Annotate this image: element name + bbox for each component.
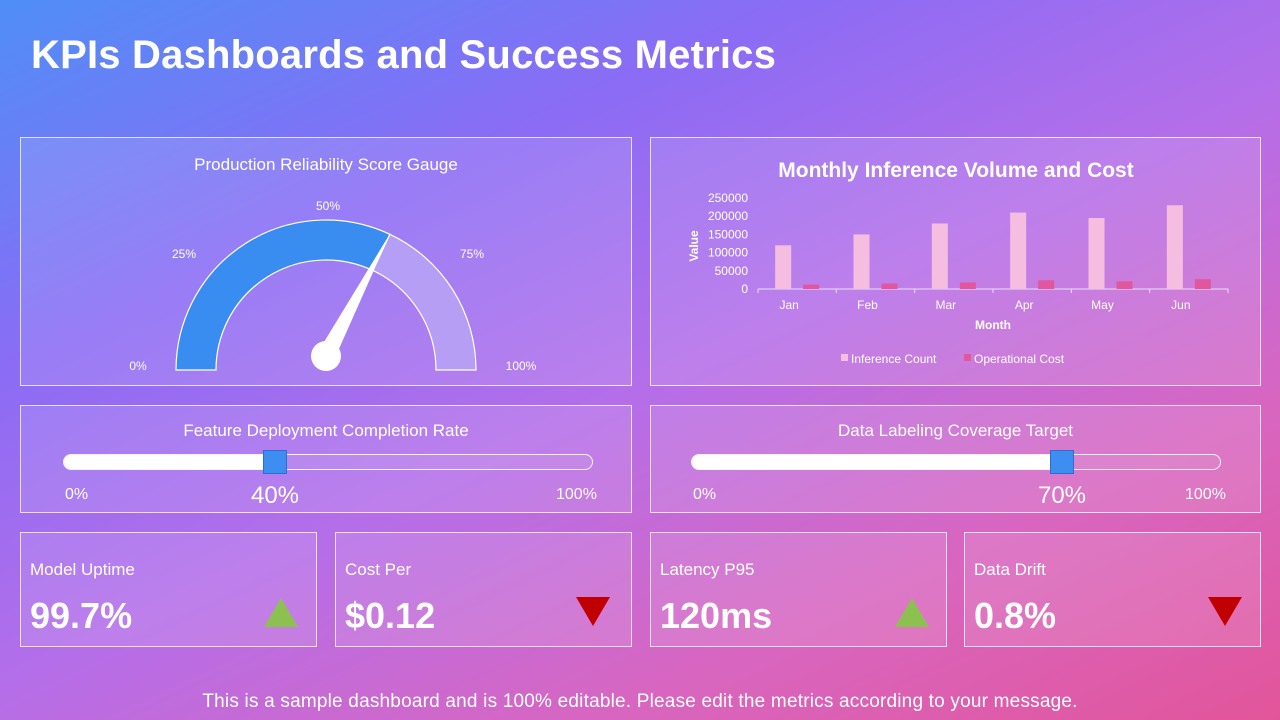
kpi-card-cost-per: Cost Per $0.12 [335,532,632,647]
deployment-completion-panel: Feature Deployment Completion Rate 0% 10… [20,405,632,513]
gauge-needle-hub [311,341,341,371]
legend-swatch [841,354,848,361]
kpi-card-latency-p95: Latency P95 120ms [650,532,947,647]
gauge-remaining-arc [372,233,477,371]
bar-inference-count-feb [853,234,870,289]
gauge-label-50: 50% [316,199,340,213]
kpi-value: $0.12 [345,595,436,636]
bar-operational-cost-jun [1194,279,1211,289]
kpi-label: Data Drift [974,560,1046,579]
gauge-label-0: 0% [129,359,147,373]
chart-legend: Inference Count Operational Cost [841,352,1065,366]
progress-track [691,454,1221,470]
gauge-filled-arc [175,219,391,371]
gauge-label-75: 75% [460,247,484,261]
labeling-coverage-panel: Data Labeling Coverage Target 0% 100% 70… [650,405,1261,513]
bar-operational-cost-may [1116,281,1133,289]
footer-note: This is a sample dashboard and is 100% e… [202,691,1078,712]
legend-label: Inference Count [851,352,937,366]
page-title: KPIs Dashboards and Success Metrics [31,33,777,77]
kpi-label: Latency P95 [660,560,755,579]
legend-label: Operational Cost [974,352,1065,366]
y-tick-label: 100000 [708,246,748,260]
y-tick-label: 0 [741,282,748,296]
slider-min-label: 0% [65,486,89,503]
reliability-gauge-panel: Production Reliability Score Gauge 0% 25… [20,137,632,386]
kpi-value: 0.8% [974,595,1057,636]
trend-down-icon [1208,597,1242,626]
slider-title: Data Labeling Coverage Target [837,421,1073,440]
slider-min-label: 0% [693,486,717,503]
x-tick-label: Jan [779,298,798,312]
x-tick-label: Apr [1015,298,1034,312]
y-tick-label: 200000 [708,209,748,223]
bar-operational-cost-mar [959,282,976,289]
progress-fill [692,455,1063,469]
x-axis-title: Month [975,318,1011,332]
bar-inference-count-mar [931,223,948,289]
inference-chart-panel: Monthly Inference Volume and Cost 250000… [650,137,1261,386]
bar-inference-count-may [1088,218,1105,289]
x-tick-label: Mar [935,298,956,312]
slider-max-label: 100% [1185,486,1226,503]
y-tick-label: 250000 [708,191,748,205]
gauge-title: Production Reliability Score Gauge [194,155,458,174]
gauge-chart: 0% 25% 50% 75% 100% [129,199,537,373]
bar-operational-cost-feb [881,283,898,289]
progress-track [63,454,593,470]
y-tick-label: 50000 [715,264,749,278]
progress-fill [64,455,276,469]
x-tick-label: May [1091,298,1114,312]
slider-max-label: 100% [556,486,597,503]
slider-value-label: 70% [1037,482,1087,509]
slider-handle[interactable] [263,450,287,474]
y-axis-title: Value [687,230,701,262]
bar-inference-count-jan [775,245,792,289]
kpi-value: 120ms [660,595,773,636]
slider-title: Feature Deployment Completion Rate [183,421,469,440]
x-tick-label: Jun [1171,298,1190,312]
bar-operational-cost-apr [1038,280,1055,289]
kpi-value: 99.7% [30,595,133,636]
legend-swatch [964,354,971,361]
chart-title: Monthly Inference Volume and Cost [778,159,1133,182]
y-tick-label: 150000 [708,227,748,241]
bar-inference-count-jun [1166,205,1183,289]
gauge-label-100: 100% [506,359,537,373]
trend-up-icon [264,598,298,627]
bar-operational-cost-jan [803,284,820,289]
bar-inference-count-apr [1010,212,1027,289]
inference-bar-chart: Monthly Inference Volume and Cost 250000… [687,159,1229,366]
slider-handle[interactable] [1050,450,1074,474]
kpi-card-data-drift: Data Drift 0.8% [964,532,1261,647]
kpi-card-model-uptime: Model Uptime 99.7% [20,532,317,647]
gauge-needle [318,232,391,361]
kpi-label: Cost Per [345,560,412,579]
x-tick-label: Feb [857,298,878,312]
kpi-label: Model Uptime [30,560,135,579]
slider-value-label: 40% [250,482,300,509]
gauge-label-25: 25% [172,247,196,261]
trend-down-icon [576,597,610,626]
trend-up-icon [895,598,929,627]
